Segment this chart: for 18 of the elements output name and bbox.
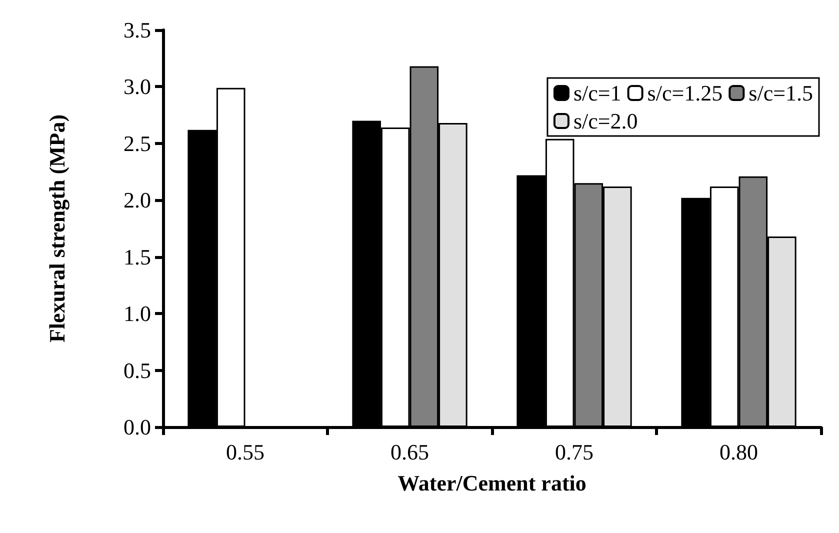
y-tick-label: 3.0 [124, 74, 151, 100]
y-tick-label: 0.0 [124, 414, 151, 440]
legend-label: s/c=1.25 [647, 80, 723, 106]
legend-label: s/c=1 [573, 80, 622, 106]
y-tick-label: 3.5 [124, 18, 151, 42]
y-tick-label: 2.5 [124, 130, 151, 156]
x-tick-label: 0.75 [555, 440, 594, 464]
y-tick-label: 2.0 [124, 188, 151, 213]
legend-label: s/c=2.0 [573, 108, 638, 134]
y-tick-label: 1.0 [124, 301, 151, 326]
x-tick-label: 0.80 [720, 440, 758, 464]
y-tick-label: 1.5 [124, 244, 151, 270]
legend-label: s/c=1.5 [748, 80, 814, 106]
x-tick-label: 0.65 [390, 440, 429, 464]
x-axis-title: Water/Cement ratio [398, 470, 586, 496]
y-tick-label: 0.5 [124, 358, 151, 383]
y-axis-title: Flexural strength (MPa) [44, 114, 70, 343]
x-tick-label: 0.55 [226, 440, 264, 464]
